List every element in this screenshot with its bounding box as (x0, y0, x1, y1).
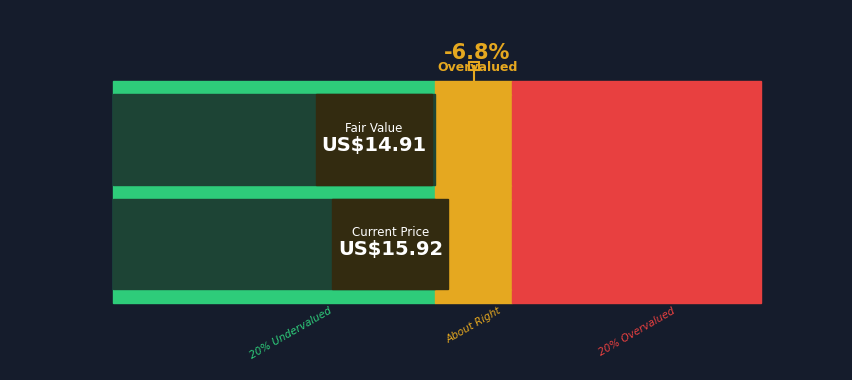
Text: Overvalued: Overvalued (437, 61, 517, 74)
Text: About Right: About Right (444, 306, 502, 345)
Bar (511, 185, 760, 199)
Bar (511, 81, 760, 95)
Bar (113, 289, 435, 303)
Text: 20% Undervalued: 20% Undervalued (247, 306, 332, 361)
Bar (435, 95, 511, 185)
Text: US$15.92: US$15.92 (337, 240, 442, 259)
Bar (113, 199, 435, 289)
Bar (469, 62, 479, 70)
Bar (511, 199, 760, 289)
Bar (113, 95, 435, 185)
Bar (332, 199, 447, 289)
Text: Current Price: Current Price (351, 226, 429, 239)
Bar (316, 95, 431, 185)
Bar (113, 199, 435, 289)
Text: Fair Value: Fair Value (345, 122, 402, 135)
Text: -6.8%: -6.8% (444, 43, 510, 63)
Bar (435, 185, 511, 199)
Bar (113, 185, 435, 199)
Bar (113, 95, 435, 185)
Bar (511, 289, 760, 303)
Text: US$14.91: US$14.91 (321, 136, 426, 155)
Bar (435, 289, 511, 303)
Bar (511, 95, 760, 185)
Bar (435, 81, 511, 95)
Bar (113, 81, 435, 95)
Bar (435, 199, 511, 289)
Text: 20% Overvalued: 20% Overvalued (596, 306, 676, 358)
